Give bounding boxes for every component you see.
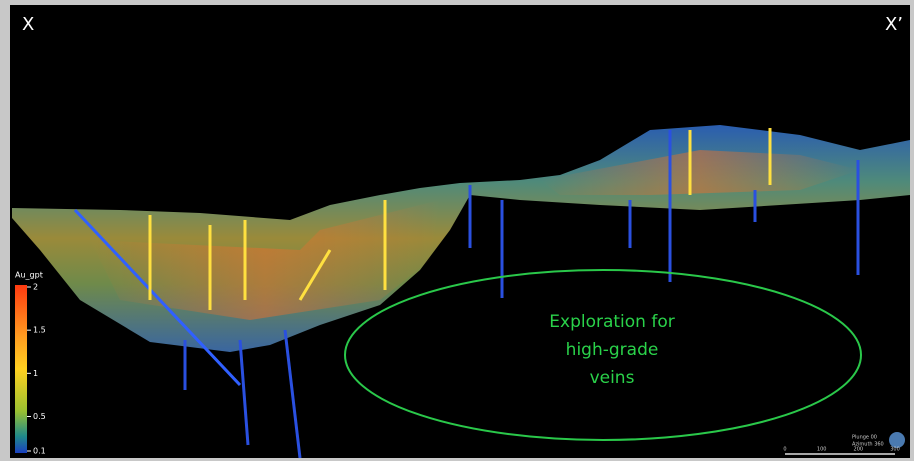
scale-bar-label: 200	[854, 447, 864, 453]
scale-bar-label: 100	[817, 447, 827, 453]
azimuth: Azimuth 360	[852, 442, 884, 448]
orientation-globe	[889, 432, 905, 448]
colorbar-ticks: 2 1.5 1 0.5 0.1	[27, 283, 46, 456]
annotation-line: high-grade	[566, 340, 659, 360]
exploration-target	[344, 269, 862, 441]
colorbar-tick-label: 1	[33, 369, 38, 378]
scale-bar-labels: 0 100 200 300	[783, 447, 899, 453]
block-model	[12, 125, 910, 352]
colorbar-tick-label: 1.5	[33, 326, 46, 335]
annotation-line: Exploration for	[549, 312, 674, 332]
colorbar	[15, 285, 27, 453]
scale-bar-label: 300	[890, 447, 900, 453]
section-label: X	[22, 14, 34, 35]
scale-bar-label: 0	[783, 447, 786, 453]
colorbar-tick-label: 0.1	[33, 447, 46, 456]
colorbar-tick-label: 0.5	[33, 412, 46, 421]
drill-holes	[73, 128, 860, 459]
colorbar-title: Au_gpt	[15, 271, 43, 280]
plunge: Plunge 00	[852, 435, 877, 441]
section-label: X’	[885, 14, 903, 35]
annotation-line: veins	[590, 368, 635, 388]
colorbar-tick-label: 2	[33, 283, 38, 292]
